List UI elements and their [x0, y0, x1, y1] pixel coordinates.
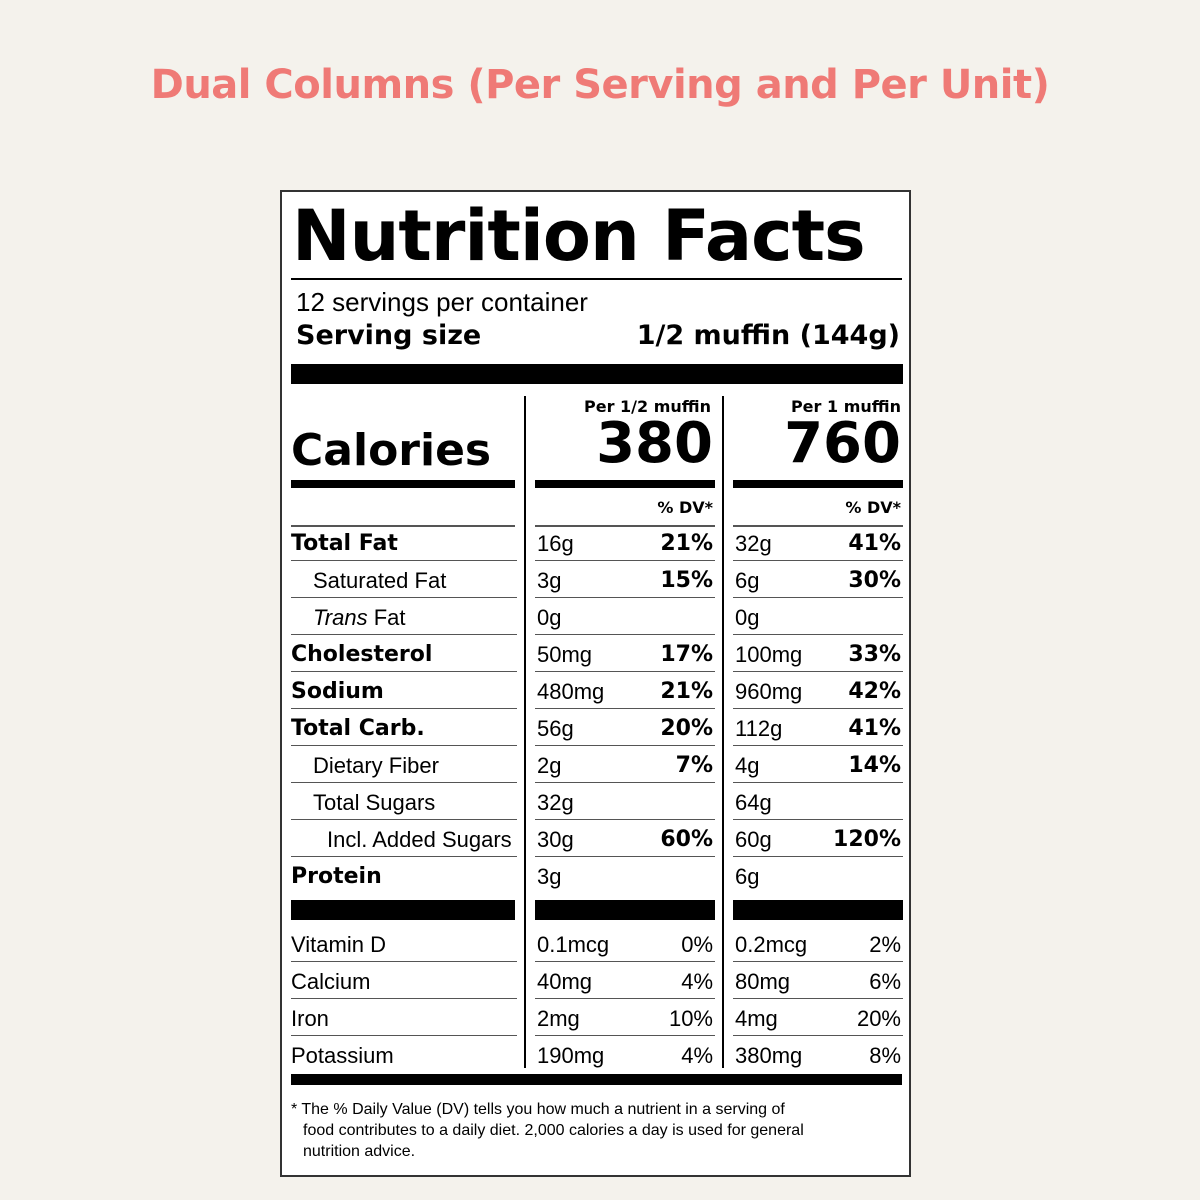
amount: 380mg	[735, 1043, 803, 1068]
percent-dv: 41%	[848, 716, 901, 741]
column-divider-2	[722, 396, 724, 1068]
serving-size-label: Serving size	[296, 320, 482, 351]
nutrient-name: Protein	[291, 864, 382, 889]
amount: 6g	[735, 568, 760, 593]
amount: 190mg	[537, 1043, 605, 1068]
percent-dv: 4%	[681, 969, 713, 994]
divider	[535, 525, 715, 527]
nutrition-facts-label: Nutrition Facts 12 servings per containe…	[280, 190, 911, 1177]
nutrient-name: Cholesterol	[291, 635, 517, 672]
percent-dv: 60%	[660, 827, 713, 852]
thick-divider	[733, 900, 903, 920]
percent-dv: 4%	[681, 1043, 713, 1068]
amount: 6g	[735, 864, 760, 889]
nutrient-name: Saturated Fat	[291, 561, 517, 598]
calories-rule	[291, 480, 515, 488]
percent-dv: 41%	[848, 531, 901, 556]
vitamin-name: Iron	[291, 999, 517, 1036]
percent-dv: 14%	[848, 753, 901, 778]
amount: 2g	[537, 753, 562, 778]
col1-header: Per 1/2 muffin	[583, 397, 711, 416]
percent-dv: 2%	[869, 932, 901, 957]
percent-dv: 120%	[833, 827, 901, 852]
amount: 100mg	[735, 642, 803, 667]
amount: 32g	[735, 531, 772, 556]
calories-label: Calories	[291, 425, 492, 476]
amount: 112g	[735, 716, 783, 741]
percent-dv: 8%	[869, 1043, 901, 1068]
dv-header-col2: % DV*	[845, 498, 901, 517]
nutrient-name: Total Carb.	[291, 709, 517, 746]
nutrient-name-rest: Fat	[367, 605, 406, 630]
percent-dv: 0%	[681, 932, 713, 957]
percent-dv: 30%	[848, 568, 901, 593]
calories-rule	[535, 480, 715, 488]
amount: 0g	[735, 605, 760, 630]
percent-dv: 20%	[856, 1006, 901, 1031]
amount: 30g	[537, 827, 574, 852]
vitamin-name: Calcium	[291, 962, 517, 999]
percent-dv: 21%	[660, 531, 713, 556]
thick-divider	[291, 364, 903, 384]
column-divider-1	[524, 396, 526, 1068]
calories-col2: 760	[784, 411, 901, 476]
percent-dv: 20%	[660, 716, 713, 741]
thick-divider	[291, 1074, 902, 1085]
percent-dv: 21%	[660, 679, 713, 704]
amount: 480mg	[537, 679, 605, 704]
amount: 960mg	[735, 679, 803, 704]
vitamin-name: Vitamin D	[291, 925, 517, 962]
percent-dv: 17%	[660, 642, 713, 667]
nutrient-name-italic: Trans	[313, 605, 368, 630]
amount: 60g	[735, 827, 772, 852]
servings-per-container: 12 servings per container	[296, 287, 588, 317]
label-title: Nutrition Facts	[292, 195, 866, 277]
calories-col1: 380	[596, 411, 713, 476]
percent-dv: 7%	[675, 753, 713, 778]
amount: 32g	[537, 790, 574, 815]
thick-divider	[291, 900, 515, 920]
divider	[291, 525, 515, 527]
nutrient-name: Sodium	[291, 672, 517, 709]
nutrient-name: Incl. Added Sugars	[291, 820, 517, 857]
amount: 64g	[735, 790, 772, 815]
col2-header: Per 1 muffin	[790, 397, 901, 416]
divider	[291, 278, 902, 280]
amount: 3g	[537, 864, 562, 889]
divider	[733, 525, 903, 527]
amount: 2mg	[537, 1006, 580, 1031]
footnote-line: * The % Daily Value (DV) tells you how m…	[291, 1101, 785, 1118]
percent-dv: 6%	[869, 969, 901, 994]
dv-header-col1: % DV*	[657, 498, 713, 517]
footnote: * The % Daily Value (DV) tells you how m…	[291, 1099, 881, 1162]
amount: 40mg	[537, 969, 593, 994]
percent-dv: 15%	[660, 568, 713, 593]
serving-size-value: 1/2 muffin (144g)	[636, 320, 900, 351]
percent-dv: 10%	[668, 1006, 713, 1031]
vitamin-name: Potassium	[291, 1043, 394, 1068]
page-title: Dual Columns (Per Serving and Per Unit)	[150, 62, 1050, 108]
footnote-line: food contributes to a daily diet. 2,000 …	[303, 1122, 804, 1139]
percent-dv: 33%	[848, 642, 901, 667]
amount: 0.2mcg	[735, 932, 808, 957]
footnote-line: nutrition advice.	[303, 1143, 416, 1160]
amount: 56g	[537, 716, 574, 741]
percent-dv: 42%	[848, 679, 901, 704]
nutrient-name: Total Sugars	[291, 783, 517, 820]
nutrient-name: Total Fat	[291, 524, 517, 561]
amount: 50mg	[537, 642, 593, 667]
amount: 0.1mcg	[537, 932, 610, 957]
thick-divider	[535, 900, 715, 920]
amount: 16g	[537, 531, 574, 556]
amount: 4g	[735, 753, 760, 778]
amount: 80mg	[735, 969, 791, 994]
amount: 3g	[537, 568, 562, 593]
calories-rule	[733, 480, 903, 488]
nutrient-name: Dietary Fiber	[291, 746, 517, 783]
amount: 4mg	[735, 1006, 778, 1031]
nutrient-name: Trans Fat	[291, 598, 517, 635]
amount: 0g	[537, 605, 562, 630]
